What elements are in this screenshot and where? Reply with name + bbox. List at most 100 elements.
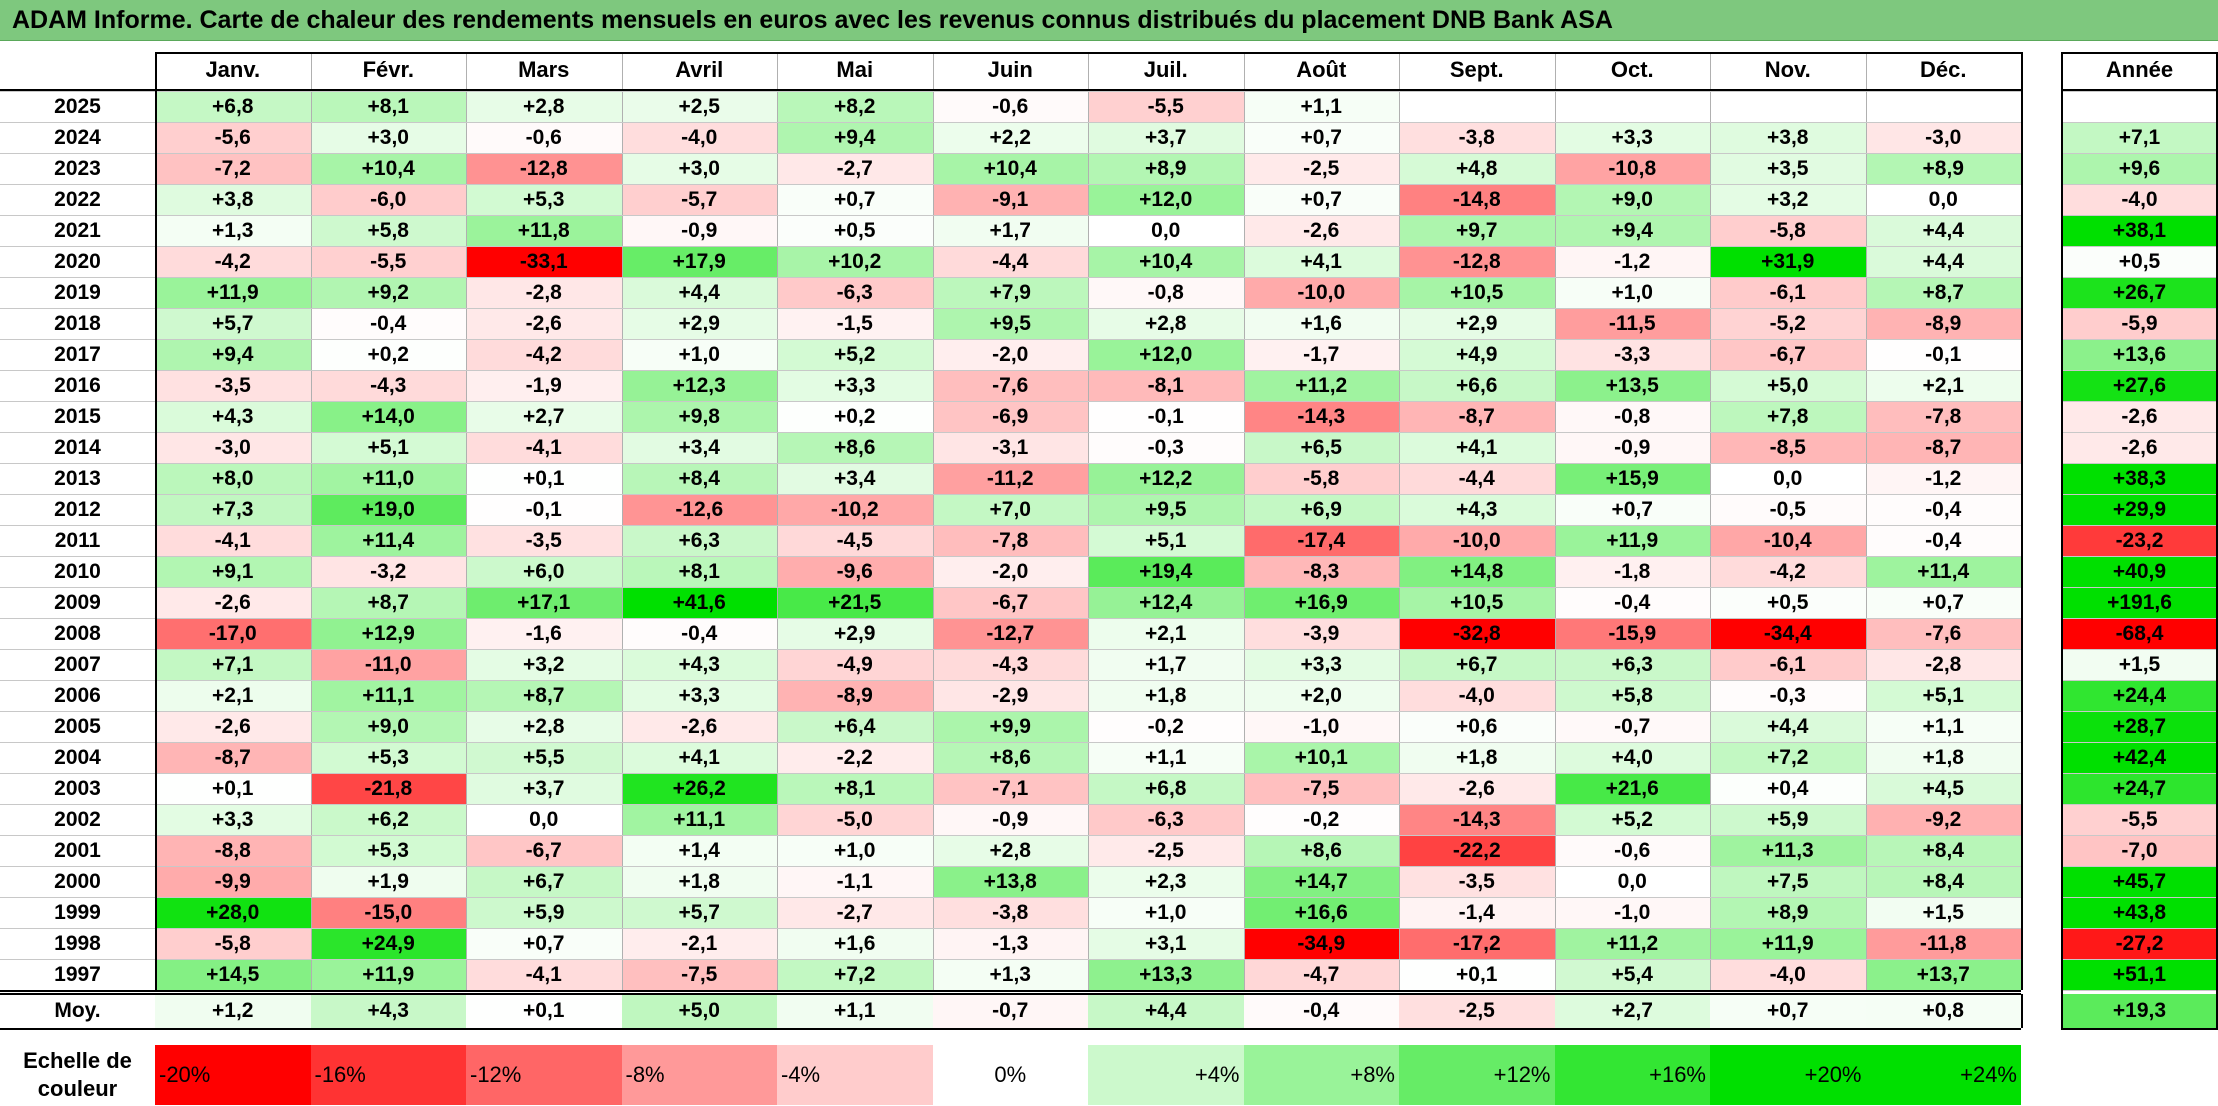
heatmap-cell: +5,3 (310, 835, 466, 866)
heatmap-cell: +11,0 (310, 463, 466, 494)
heatmap-cell: -3,5 (155, 370, 311, 401)
annual-row-gridline (2061, 556, 2218, 557)
heatmap-cell: +6,9 (1243, 494, 1399, 525)
scale-swatch: +8% (1243, 1045, 1399, 1105)
heatmap-cell: -1,4 (1399, 897, 1555, 928)
heatmap-cell: +11,9 (1554, 525, 1710, 556)
header-top-border (155, 52, 2021, 54)
average-cell: +0,8 (1865, 994, 2021, 1028)
heatmap-cell: -0,4 (310, 308, 466, 339)
annual-cell: -27,2 (2061, 928, 2218, 959)
heatmap-cell: +0,7 (1243, 184, 1399, 215)
heatmap-cell: +5,5 (466, 742, 622, 773)
heatmap-cell: +19,0 (310, 494, 466, 525)
year-label: 2014 (54, 435, 101, 459)
heatmap-cell: -9,9 (155, 866, 311, 897)
scale-swatch: +24% (1865, 1045, 2021, 1105)
annual-cell: +29,9 (2061, 494, 2218, 525)
annual-cell: -2,6 (2061, 432, 2218, 463)
scale-swatch: -20% (155, 1045, 311, 1105)
heatmap-cell: +5,7 (155, 308, 311, 339)
heatmap-cell: +16,6 (1243, 897, 1399, 928)
heatmap-cell: +1,8 (1088, 680, 1244, 711)
heatmap-cell: -11,2 (932, 463, 1088, 494)
heatmap-cell: -7,5 (621, 959, 777, 990)
heatmap-cell: -8,7 (155, 742, 311, 773)
year-label: 2020 (54, 249, 101, 273)
heatmap-cell: -4,2 (155, 246, 311, 277)
heatmap-cell: -2,6 (621, 711, 777, 742)
heatmap-cell: -6,7 (466, 835, 622, 866)
annual-row-gridline (2061, 990, 2218, 991)
heatmap-cell: +8,2 (777, 91, 933, 122)
scale-swatch: +20% (1710, 1045, 1866, 1105)
row-gridline (0, 556, 2021, 557)
heatmap-cell: +0,7 (1865, 587, 2021, 618)
scale-swatch: +4% (1088, 1045, 1244, 1105)
heatmap-cell: -11,5 (1554, 308, 1710, 339)
heatmap-cell: +9,4 (155, 339, 311, 370)
average-cell: +2,7 (1554, 994, 1710, 1028)
heatmap-cell: +0,1 (155, 773, 311, 804)
heatmap-cell: -4,0 (1399, 680, 1555, 711)
heatmap-cell: +5,1 (310, 432, 466, 463)
row-gridline (0, 463, 2021, 464)
average-annual-cell: +19,3 (2061, 994, 2218, 1028)
heatmap-cell: +10,4 (1088, 246, 1244, 277)
heatmap-cell: -5,0 (777, 804, 933, 835)
annual-cell: -5,5 (2061, 804, 2218, 835)
heatmap-cell: +6,6 (1399, 370, 1555, 401)
heatmap-cell: +3,4 (621, 432, 777, 463)
annual-row-gridline (2061, 804, 2218, 805)
heatmap-cell: +10,4 (932, 153, 1088, 184)
average-cell: +0,7 (1710, 994, 1866, 1028)
heatmap-cell: -8,7 (1399, 401, 1555, 432)
row-gridline (0, 370, 2021, 371)
heatmap-cell: +13,8 (932, 866, 1088, 897)
annual-row-gridline (2061, 339, 2218, 340)
heatmap-cell: -0,6 (466, 122, 622, 153)
heatmap-cell: +21,6 (1554, 773, 1710, 804)
year-label: 1999 (54, 900, 101, 924)
month-header: Juin (987, 57, 1033, 82)
heatmap-cell: -1,5 (777, 308, 933, 339)
heatmap-cell: +11,2 (1554, 928, 1710, 959)
heatmap-cell: +8,1 (621, 556, 777, 587)
heatmap-cell: +17,1 (466, 587, 622, 618)
heatmap-cell: +16,9 (1243, 587, 1399, 618)
heatmap-cell: -2,6 (155, 711, 311, 742)
heatmap-cell: -1,6 (466, 618, 622, 649)
heatmap-cell: 0,0 (1865, 184, 2021, 215)
heatmap-cell: +8,6 (1243, 835, 1399, 866)
year-label: 2025 (54, 94, 101, 118)
annual-row-gridline (2061, 773, 2218, 774)
heatmap-cell: +2,0 (1243, 680, 1399, 711)
heatmap-cell (1865, 91, 2021, 122)
annual-cell: +42,4 (2061, 742, 2218, 773)
average-top-border (0, 993, 2021, 995)
heatmap-cell: +10,2 (777, 246, 933, 277)
heatmap-cell: +6,5 (1243, 432, 1399, 463)
year-label: 2006 (54, 683, 101, 707)
heatmap-cell: +6,4 (777, 711, 933, 742)
month-header: Août (1296, 57, 1347, 82)
average-cell: +0,1 (466, 994, 622, 1028)
row-gridline (0, 773, 2021, 774)
heatmap-cell: +3,2 (1710, 184, 1866, 215)
heatmap-cell (1399, 91, 1555, 122)
heatmap-cell: +8,7 (466, 680, 622, 711)
heatmap-cell: +5,3 (466, 184, 622, 215)
heatmap-cell: -32,8 (1399, 618, 1555, 649)
year-label: 2021 (54, 218, 101, 242)
annual-row-gridline (2061, 618, 2218, 619)
column-gridline (310, 52, 312, 990)
annual-cell: -68,4 (2061, 618, 2218, 649)
heatmap-cell: -34,4 (1710, 618, 1866, 649)
heatmap-cell: -17,2 (1399, 928, 1555, 959)
heatmap-cell: +1,1 (1243, 91, 1399, 122)
column-gridline (932, 52, 934, 990)
heatmap-cell: +14,0 (310, 401, 466, 432)
heatmap-cell: +6,0 (466, 556, 622, 587)
heatmap-cell: -1,1 (777, 866, 933, 897)
heatmap-cell: +21,5 (777, 587, 933, 618)
